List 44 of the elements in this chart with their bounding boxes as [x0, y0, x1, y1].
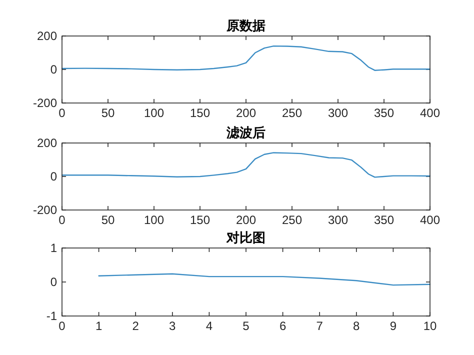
- y-tick-label: 1: [50, 241, 58, 255]
- x-tick-label: 50: [101, 106, 115, 120]
- x-tick-label: 300: [328, 106, 348, 120]
- x-tick-label: 150: [190, 213, 210, 227]
- x-tick-label: 50: [101, 213, 115, 227]
- x-tick-label: 250: [282, 106, 302, 120]
- line-series: [61, 152, 431, 178]
- x-tick-label: 0: [58, 319, 66, 333]
- x-tick-label: 200: [236, 106, 256, 120]
- x-tick-label: 8: [353, 319, 360, 333]
- y-tick-label: 0: [50, 275, 58, 289]
- x-tick-label: 300: [328, 213, 348, 227]
- x-tick-label: 0: [58, 213, 66, 227]
- x-tick-label: 100: [144, 106, 164, 120]
- x-tick-label: 4: [206, 319, 213, 333]
- chart-title: 对比图: [226, 230, 266, 245]
- line-series: [61, 45, 431, 71]
- x-tick-label: 3: [169, 319, 176, 333]
- x-tick-label: 5: [242, 319, 250, 333]
- y-tick-label: 0: [50, 62, 58, 76]
- line-series: [98, 273, 431, 286]
- x-tick-label: 10: [423, 319, 437, 333]
- x-tick-label: 200: [236, 213, 256, 227]
- x-tick-label: 250: [282, 213, 302, 227]
- y-tick-label: -1: [46, 309, 58, 323]
- x-tick-label: 350: [374, 106, 394, 120]
- y-tick-label: 200: [36, 136, 58, 150]
- y-tick-label: -200: [32, 203, 58, 217]
- x-tick-label: 2: [132, 319, 140, 333]
- chart-title: 原数据: [226, 18, 266, 33]
- x-tick-label: 150: [190, 106, 210, 120]
- x-tick-label: 350: [374, 213, 394, 227]
- x-tick-label: 0: [58, 106, 66, 120]
- x-tick-label: 400: [420, 213, 440, 227]
- y-tick-label: -200: [32, 96, 58, 110]
- x-tick-label: 400: [420, 106, 440, 120]
- chart-title: 滤波后: [226, 125, 266, 140]
- y-tick-label: 200: [36, 29, 58, 43]
- x-tick-label: 1: [95, 319, 102, 333]
- x-tick-label: 9: [390, 319, 397, 333]
- x-tick-label: 100: [144, 213, 164, 227]
- y-tick-label: 0: [50, 170, 58, 184]
- x-tick-label: 7: [316, 319, 324, 333]
- x-tick-label: 6: [279, 319, 286, 333]
